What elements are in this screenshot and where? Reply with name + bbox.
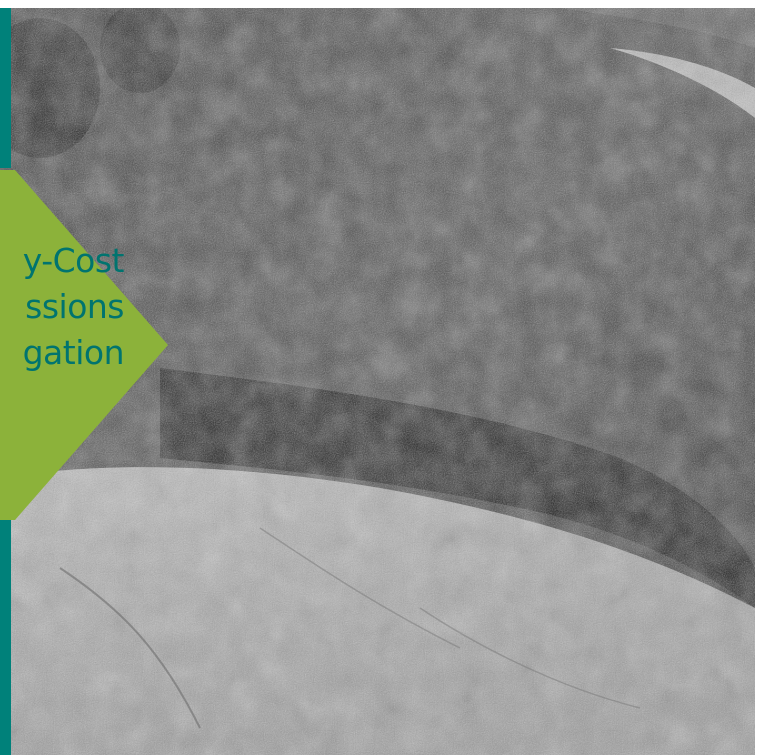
teal-edge-top — [0, 8, 11, 168]
hexagon-label-line-1: y-Cost — [22, 241, 125, 280]
hexagon-label-line-3: gation — [22, 333, 125, 372]
teal-edge-bottom — [0, 520, 11, 755]
hexagon-label-line-2: ssions — [25, 287, 124, 326]
hexagon-label: y-Cost ssions gation — [0, 238, 125, 376]
landscape-photo — [0, 8, 755, 755]
